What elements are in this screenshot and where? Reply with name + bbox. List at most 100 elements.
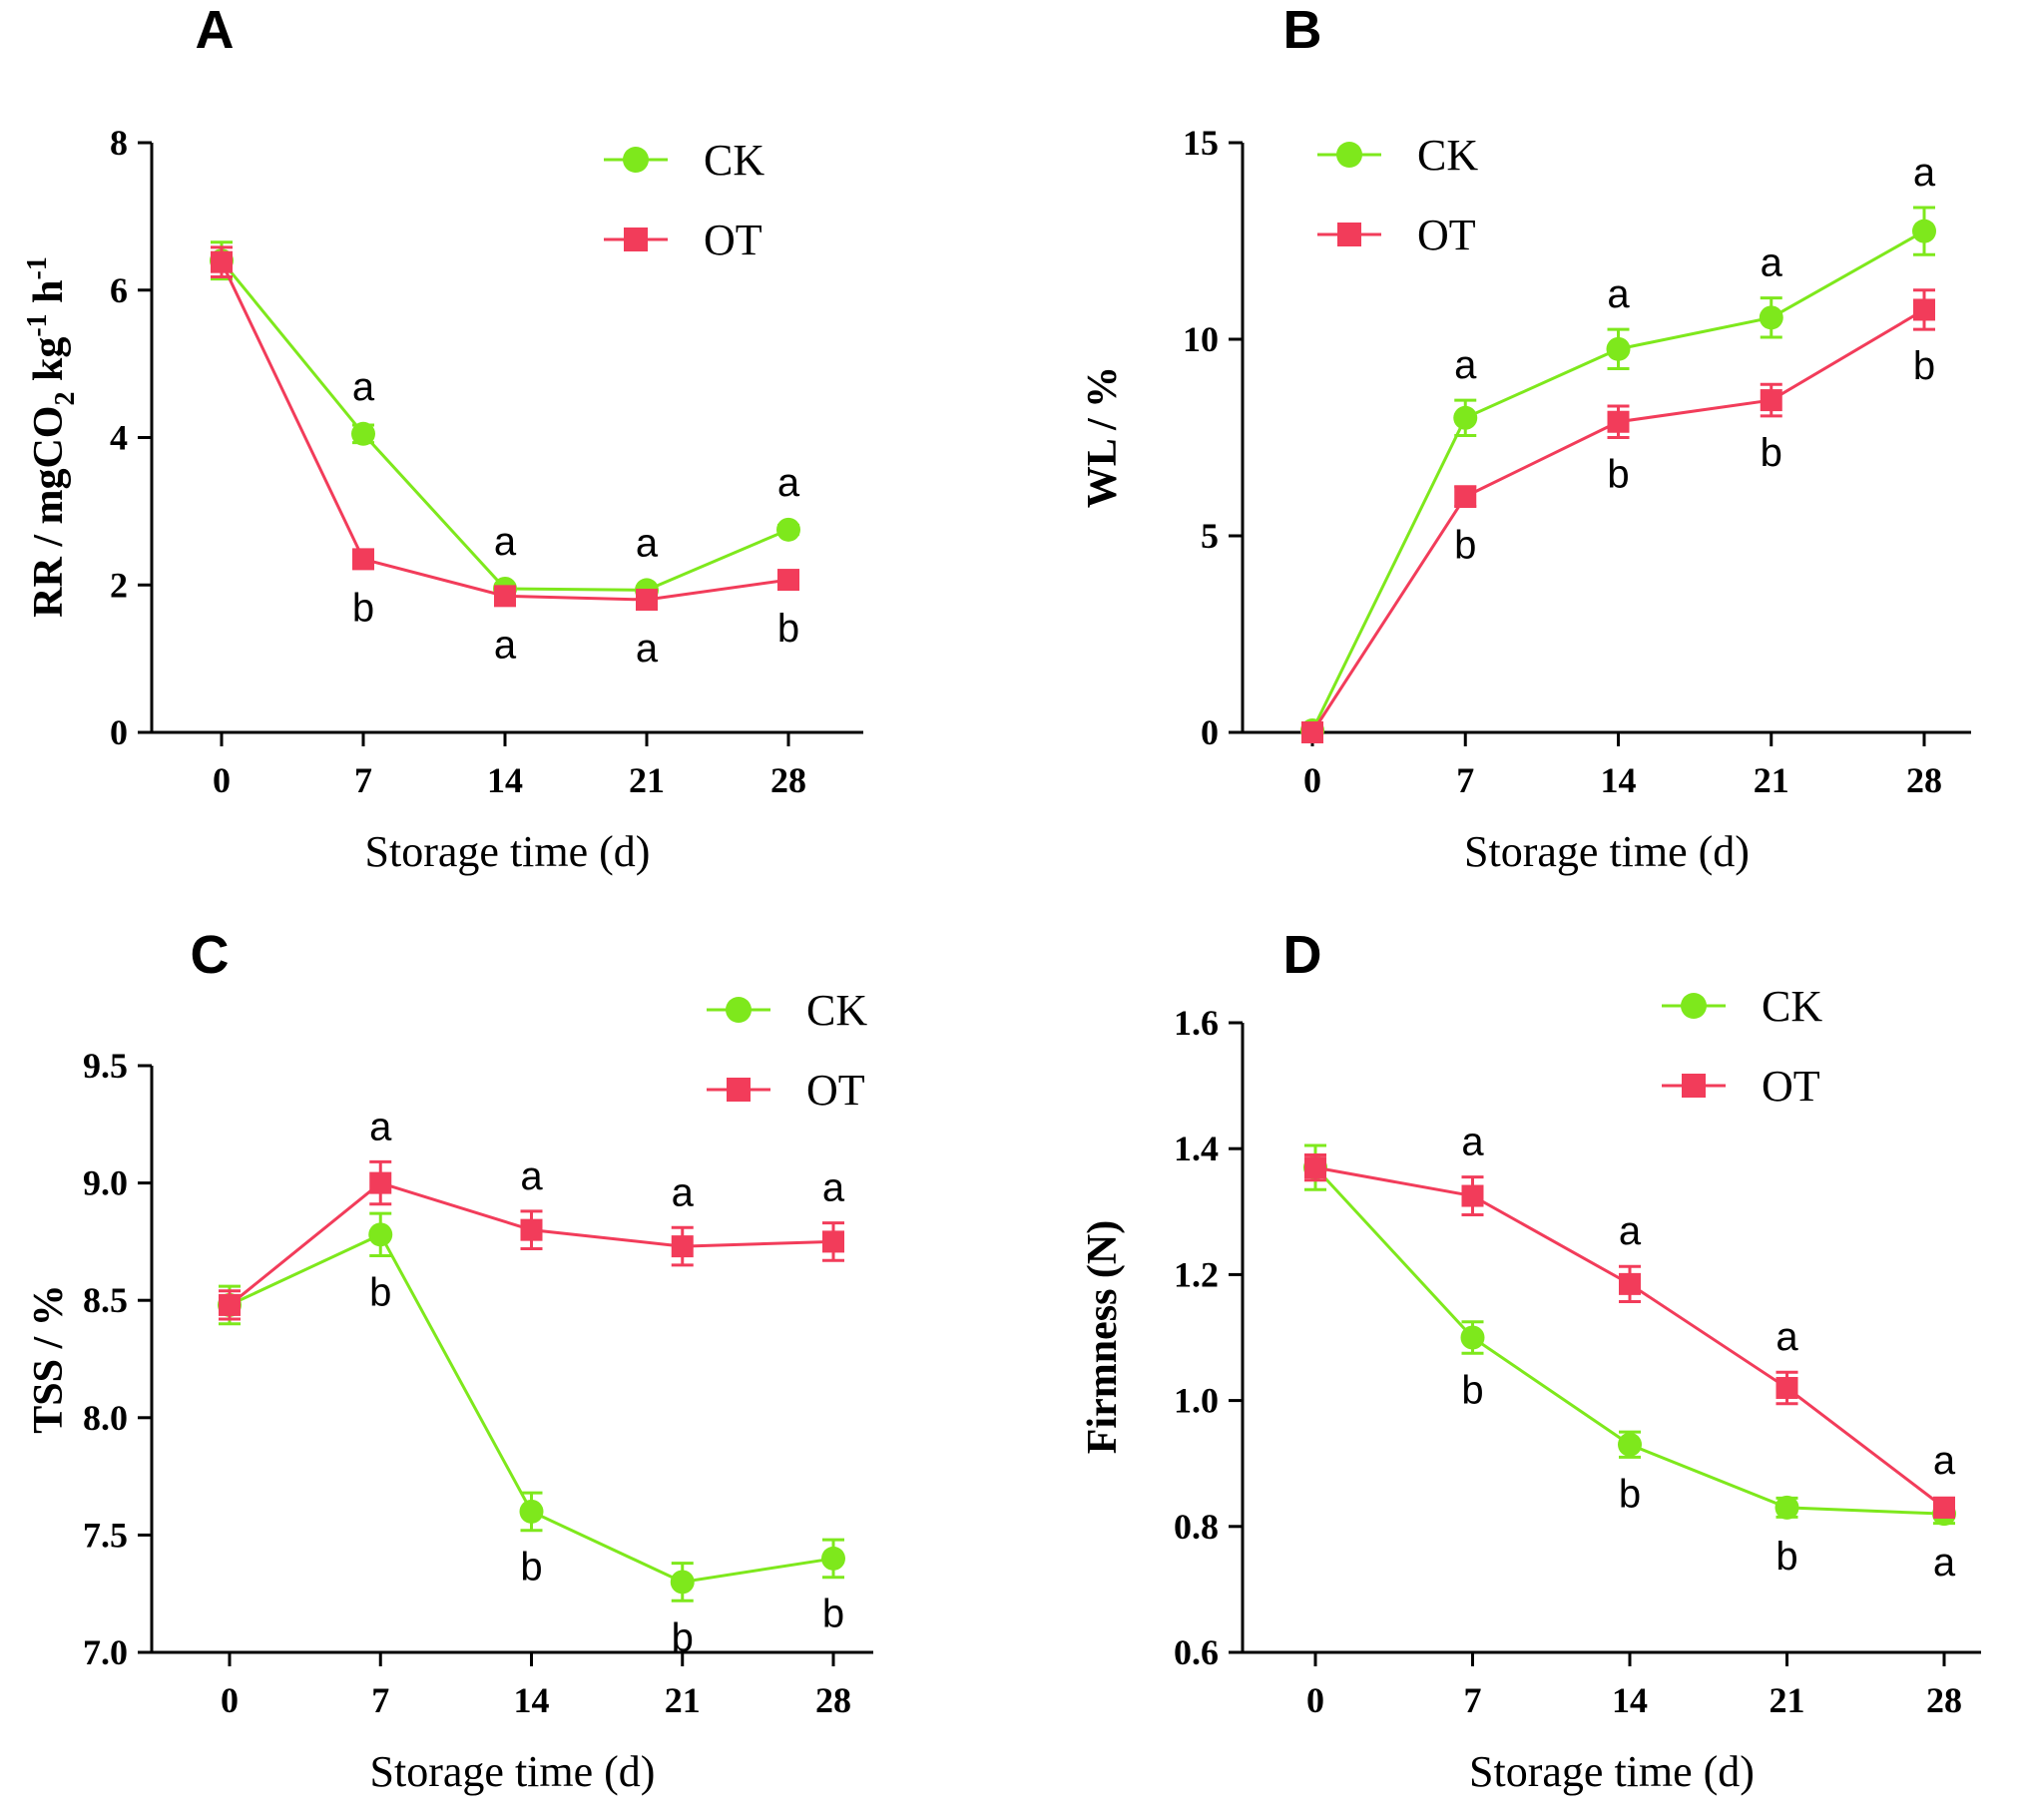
significance-label: b bbox=[1454, 524, 1476, 568]
series-line bbox=[1310, 308, 1925, 733]
legend-marker bbox=[1682, 1074, 1706, 1098]
significance-label: b bbox=[822, 1592, 844, 1636]
series-ck: b b b b bbox=[218, 1211, 845, 1659]
data-point bbox=[352, 548, 374, 571]
legend-marker bbox=[727, 1078, 751, 1102]
x-tick-label: 0 bbox=[1306, 1680, 1324, 1720]
data-point bbox=[821, 1546, 845, 1571]
x-tick-label: 28 bbox=[1906, 760, 1942, 800]
legend-entry-ck: CK bbox=[604, 136, 764, 185]
y-tick-label: 7.5 bbox=[83, 1515, 128, 1555]
data-point bbox=[1759, 305, 1783, 330]
data-point bbox=[1760, 389, 1782, 412]
data-point bbox=[520, 1218, 543, 1241]
x-tick-label: 28 bbox=[815, 1680, 851, 1720]
x-tick-label: 7 bbox=[354, 760, 372, 800]
y-tick-label: 0.6 bbox=[1174, 1632, 1219, 1672]
significance-label: a bbox=[1913, 151, 1936, 195]
y-axis-title-part: -1 bbox=[22, 256, 53, 279]
x-tick-label: 7 bbox=[371, 1680, 389, 1720]
y-axis-title-part: h bbox=[26, 279, 72, 313]
x-tick-label: 21 bbox=[1770, 1680, 1805, 1720]
x-tick-label: 14 bbox=[487, 760, 523, 800]
y-tick-label: 0.8 bbox=[1174, 1507, 1219, 1547]
data-point bbox=[1775, 1376, 1798, 1399]
significance-label: a bbox=[1933, 1439, 1956, 1483]
y-axis-title-part: RR / mgCO bbox=[26, 406, 72, 618]
data-point bbox=[1913, 298, 1935, 321]
legend-marker bbox=[623, 147, 649, 173]
x-tick-label: 21 bbox=[665, 1680, 701, 1720]
significance-label: a bbox=[494, 520, 517, 564]
y-axis-title: TSS / % bbox=[26, 1284, 72, 1433]
y-tick-label: 9.5 bbox=[83, 1046, 128, 1086]
significance-label: a bbox=[520, 1154, 543, 1198]
significance-label: b bbox=[1761, 431, 1782, 475]
data-point bbox=[369, 1171, 392, 1194]
y-tick-label: 6 bbox=[110, 270, 128, 310]
y-tick-label: 15 bbox=[1183, 123, 1219, 163]
significance-label: a bbox=[1933, 1541, 1956, 1585]
significance-label: b bbox=[1461, 1368, 1483, 1412]
data-point bbox=[1454, 485, 1477, 508]
data-point bbox=[1607, 410, 1630, 433]
y-tick-label: 8 bbox=[110, 123, 128, 163]
x-tick-label: 14 bbox=[514, 1680, 550, 1720]
y-tick-label: 1.0 bbox=[1174, 1381, 1219, 1421]
significance-label: a bbox=[1461, 1121, 1484, 1164]
y-axis-title: Firmness (N) bbox=[1080, 1220, 1126, 1454]
significance-label: b bbox=[1607, 453, 1629, 497]
panel-d: D 0.6 0.8 1.0 1.2 1.4 1.6 0 7 14 21 28 Storage time … bbox=[1080, 925, 1981, 1796]
data-point bbox=[776, 517, 800, 542]
legend-label: OT bbox=[1762, 1062, 1820, 1111]
data-point bbox=[671, 1235, 694, 1258]
data-point bbox=[1301, 721, 1323, 743]
y-tick-label: 1.4 bbox=[1174, 1129, 1219, 1168]
legend-entry-ck: CK bbox=[1662, 982, 1822, 1031]
significance-label: a bbox=[822, 1166, 845, 1210]
data-point bbox=[1461, 1184, 1484, 1207]
x-tick-label: 14 bbox=[1612, 1680, 1648, 1720]
data-point bbox=[1933, 1496, 1955, 1519]
legend-label: OT bbox=[806, 1066, 865, 1115]
y-axis-title: RR / mgCO2 kg-1 h-1 bbox=[22, 256, 81, 618]
legend-entry-ot: OT bbox=[707, 1066, 865, 1115]
panel-letter: A bbox=[196, 0, 235, 60]
y-axis-title: WL / % bbox=[1080, 366, 1126, 508]
x-tick-label: 0 bbox=[213, 760, 231, 800]
series-ot: a a a a bbox=[219, 1105, 845, 1321]
significance-label: b bbox=[1619, 1472, 1641, 1516]
y-tick-label: 1.2 bbox=[1174, 1254, 1219, 1294]
significance-label: b bbox=[369, 1271, 391, 1315]
x-tick-label: 7 bbox=[1464, 1680, 1482, 1720]
data-point bbox=[1460, 1325, 1485, 1350]
legend-entry-ot: OT bbox=[1662, 1062, 1820, 1111]
panel-letter: D bbox=[1283, 925, 1322, 985]
series-ot: b b b b bbox=[1301, 288, 1935, 743]
data-point bbox=[822, 1230, 844, 1253]
legend-label: CK bbox=[1417, 131, 1478, 180]
series-ot: a a a a bbox=[1304, 1121, 1956, 1519]
data-point bbox=[670, 1570, 695, 1594]
legend-label: CK bbox=[806, 986, 867, 1035]
significance-label: a bbox=[1454, 343, 1477, 387]
significance-label: a bbox=[777, 461, 800, 505]
significance-label: b bbox=[1775, 1535, 1797, 1579]
data-point bbox=[777, 569, 799, 592]
data-point bbox=[1453, 405, 1478, 430]
y-tick-label: 0 bbox=[1201, 712, 1219, 752]
significance-label: a bbox=[636, 627, 659, 671]
data-point bbox=[219, 1293, 241, 1316]
data-point bbox=[1304, 1156, 1326, 1179]
y-tick-label: 8.0 bbox=[83, 1398, 128, 1438]
data-point bbox=[1606, 336, 1631, 361]
y-tick-label: 7.0 bbox=[83, 1632, 128, 1672]
x-tick-label: 28 bbox=[1926, 1680, 1962, 1720]
legend-entry-ck: CK bbox=[707, 986, 867, 1035]
y-axis-title-part: 2 bbox=[50, 392, 81, 406]
legend-entry-ot: OT bbox=[604, 216, 762, 264]
x-tick-label: 14 bbox=[1601, 760, 1637, 800]
